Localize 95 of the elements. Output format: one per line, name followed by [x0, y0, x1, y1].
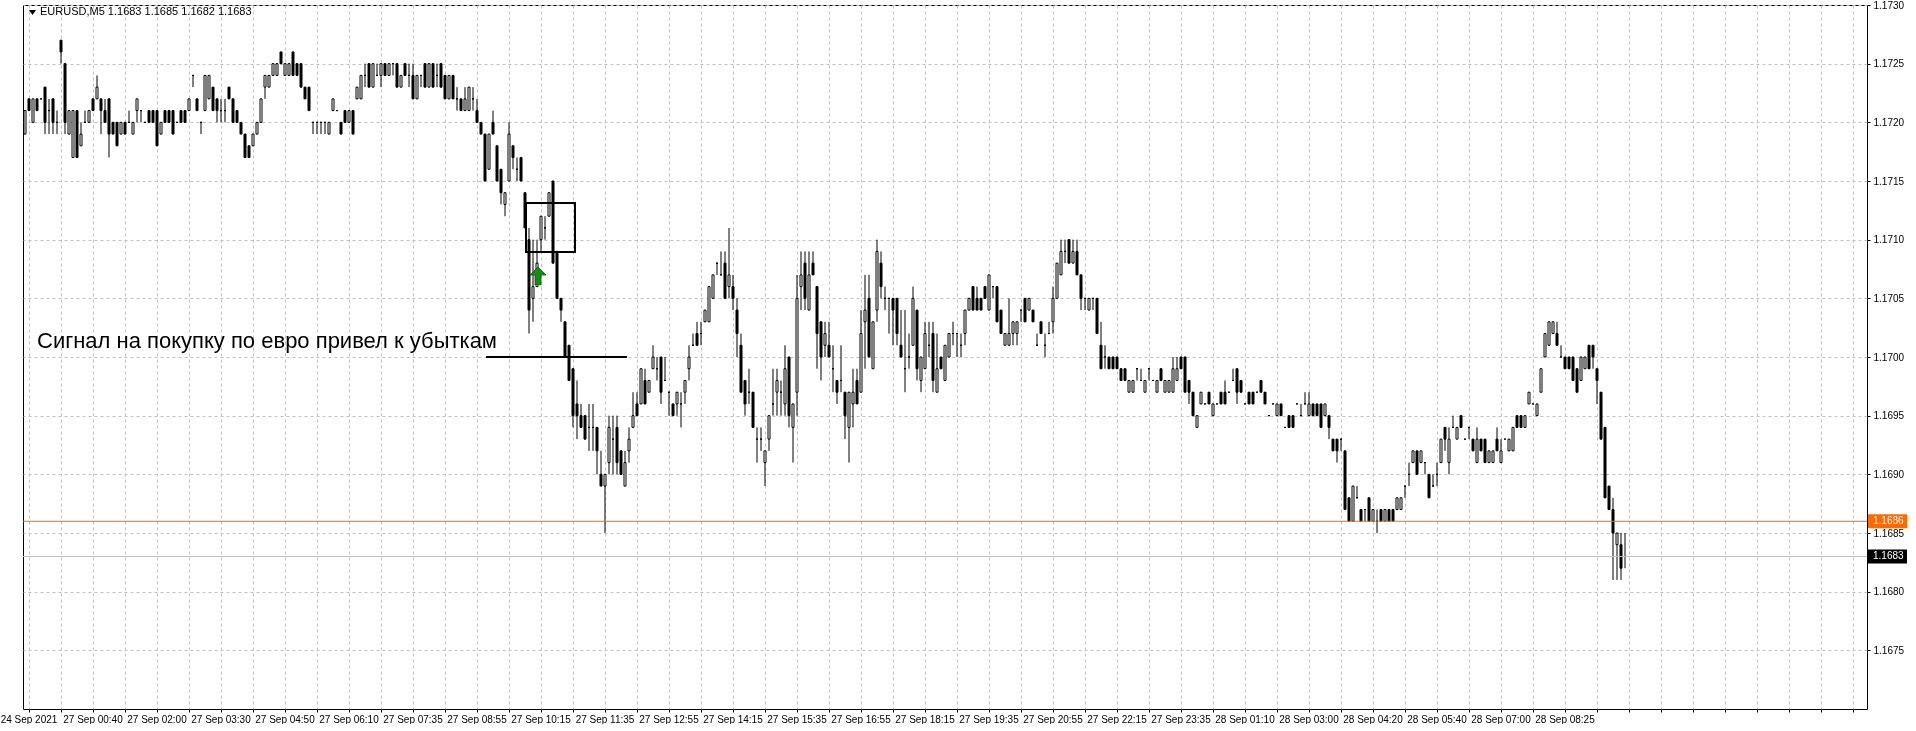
x-tick-label: 27 Sep 23:35	[1151, 713, 1212, 725]
y-tick-label: 1.1695	[1873, 410, 1905, 422]
x-tick-label: 28 Sep 05:40	[1407, 713, 1468, 725]
x-tick-label: 28 Sep 01:10	[1215, 713, 1276, 725]
candlestick	[31, 98, 35, 123]
x-tick-label: 27 Sep 06:10	[319, 713, 380, 725]
y-tick-label: 1.1715	[1873, 175, 1905, 187]
candlestick	[431, 63, 435, 88]
candlestick	[687, 344, 691, 381]
x-tick-label: 28 Sep 03:00	[1279, 713, 1340, 725]
candlestick	[1007, 297, 1011, 346]
x-tick-label: 27 Sep 16:55	[831, 713, 892, 725]
candlestick	[1447, 426, 1451, 475]
y-tick-label: 1.1705	[1873, 292, 1905, 304]
x-tick-label: 27 Sep 07:35	[383, 713, 444, 725]
candlestick	[975, 286, 979, 311]
candlestick	[135, 98, 139, 123]
x-tick-label: 27 Sep 20:55	[1023, 713, 1084, 725]
candlestick	[1307, 391, 1311, 417]
y-tick-label: 1.1685	[1873, 527, 1905, 539]
candlestick	[1335, 438, 1339, 464]
x-tick-label: 27 Sep 11:35	[575, 713, 635, 725]
y-tick-label: 1.1700	[1873, 351, 1905, 363]
candlestick	[1483, 438, 1487, 464]
ref-line-label: 1.1686	[1873, 515, 1905, 527]
candlestick	[447, 74, 451, 100]
y-tick-label: 1.1725	[1873, 58, 1905, 70]
x-tick-label: 28 Sep 04:20	[1343, 713, 1404, 725]
x-tick-label: 27 Sep 10:15	[511, 713, 572, 725]
candlestick	[611, 415, 615, 475]
candlestick	[423, 63, 427, 88]
candlestick	[395, 63, 399, 88]
y-tick-label: 1.1720	[1873, 116, 1905, 128]
candlestick	[1171, 356, 1175, 393]
candlestick	[367, 63, 371, 88]
candlestick	[603, 473, 607, 534]
y-tick-label: 1.1710	[1873, 234, 1905, 246]
candlestick	[1475, 426, 1479, 464]
x-tick-label: 27 Sep 14:15	[703, 713, 764, 725]
candlestick	[307, 86, 311, 112]
candlestick	[1499, 438, 1503, 464]
candlestick	[1023, 297, 1027, 323]
x-tick-label: 27 Sep 15:35	[767, 713, 828, 725]
candlestick	[351, 110, 355, 135]
x-tick-label: 27 Sep 19:35	[959, 713, 1020, 725]
ref-line-label: 1.1683	[1873, 550, 1905, 562]
candlestick	[1235, 368, 1239, 405]
x-tick-label: 27 Sep 03:30	[191, 713, 252, 725]
y-tick-label: 1.1690	[1873, 468, 1905, 480]
candlestick	[467, 86, 471, 112]
candlestick	[539, 215, 543, 252]
candlestick	[463, 86, 467, 112]
candlestick	[415, 74, 419, 100]
x-tick-label: 27 Sep 04:50	[255, 713, 316, 725]
candlestick	[971, 286, 975, 311]
y-tick-label: 1.1680	[1873, 586, 1905, 598]
x-tick-label: 24 Sep 2021	[0, 713, 58, 725]
candlestick	[411, 63, 415, 100]
candlestick	[171, 110, 175, 135]
candlestick	[51, 98, 55, 135]
candlestick	[823, 321, 827, 358]
x-tick-label: 27 Sep 00:40	[63, 713, 124, 725]
candlestick	[1619, 532, 1623, 581]
x-tick-label: 27 Sep 22:15	[1087, 713, 1148, 725]
candlestick	[1103, 344, 1107, 370]
y-tick-label: 1.1675	[1873, 644, 1905, 656]
candlestick	[531, 239, 535, 323]
candlestick	[427, 63, 431, 88]
candlestick	[891, 297, 895, 346]
candlestick	[1587, 344, 1591, 370]
candlestick	[379, 63, 383, 88]
candlestick	[1223, 379, 1227, 405]
x-tick-label: 27 Sep 08:55	[447, 713, 508, 725]
candlestick	[775, 368, 779, 417]
candlestick	[115, 121, 119, 147]
chart-title: EURUSD,M5 1.1683 1.1685 1.1682 1.1683	[40, 5, 252, 17]
x-tick-label: 27 Sep 02:00	[127, 713, 188, 725]
x-tick-label: 27 Sep 18:15	[895, 713, 956, 725]
candlestick	[643, 368, 647, 405]
y-tick-label: 1.1730	[1873, 0, 1905, 11]
x-tick-label: 27 Sep 12:55	[639, 713, 700, 725]
candlestick	[519, 157, 523, 182]
candlestick	[291, 51, 295, 76]
candlestick	[851, 368, 855, 428]
candlestick	[1319, 403, 1323, 428]
candlestick	[843, 391, 847, 440]
candlestick	[695, 321, 699, 346]
candlestick	[371, 63, 375, 88]
candlestick	[1539, 368, 1543, 393]
annotation: Сигнал на покупку по евро привел к убыткам	[37, 328, 497, 353]
candlestick	[1415, 450, 1419, 475]
candlestick	[1067, 239, 1071, 264]
x-tick-label: 28 Sep 07:00	[1471, 713, 1532, 725]
candlestick	[1427, 473, 1431, 499]
x-tick-label: 28 Sep 08:25	[1535, 713, 1596, 725]
